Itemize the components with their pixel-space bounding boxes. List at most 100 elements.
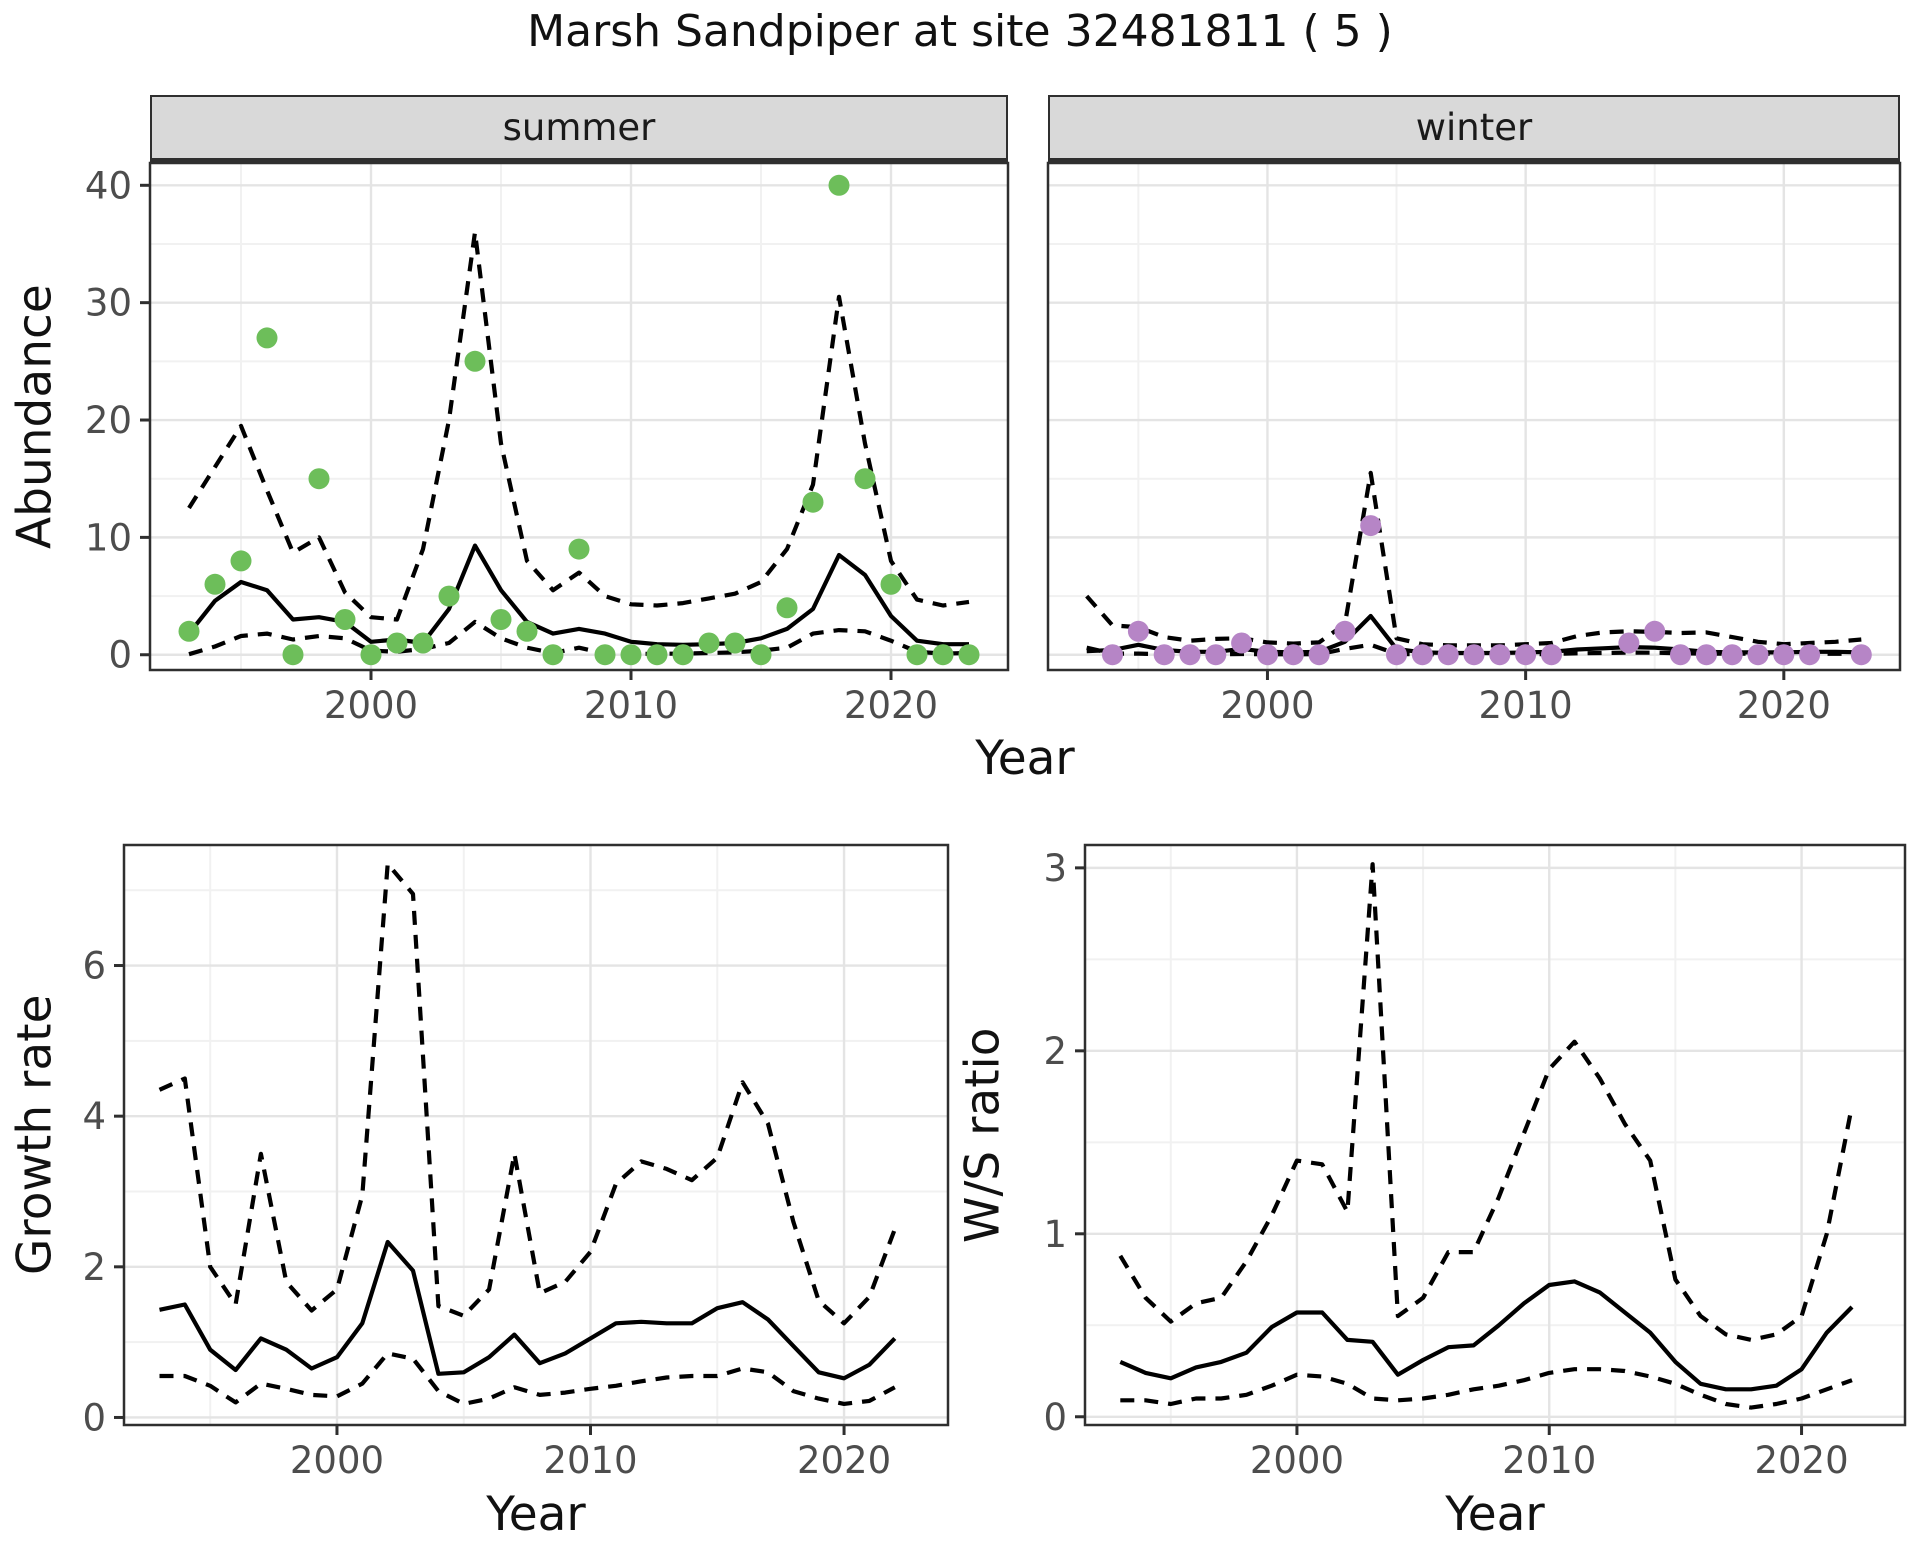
x-tick-label: 2010 xyxy=(1502,1439,1596,1482)
data-points xyxy=(178,174,980,666)
y-tick-label: 40 xyxy=(85,164,132,207)
data-point xyxy=(1618,632,1640,654)
data-point xyxy=(438,585,460,607)
x-axis: 2000 2010 2020 xyxy=(1250,1425,1849,1482)
median-line xyxy=(1119,1279,1854,1392)
gridlines-minor xyxy=(1048,163,1900,670)
y-tick-label: 3 xyxy=(1043,847,1067,890)
y-axis: 0 2 4 6 xyxy=(82,945,124,1439)
x-axis-title-ws-ratio: Year xyxy=(1445,1487,1545,1542)
lower-ci-line xyxy=(188,619,970,657)
panel-ws-ratio: 2000 2010 2020 0 1 2 3 xyxy=(1043,843,1907,1482)
y-tick-label: 10 xyxy=(85,516,132,559)
data-point xyxy=(334,609,356,630)
upper-ci-line xyxy=(1118,862,1855,1343)
data-point xyxy=(620,644,642,666)
data-point xyxy=(724,632,746,654)
gridlines-major xyxy=(124,845,948,1425)
data-point xyxy=(412,632,434,654)
y-tick-label: 4 xyxy=(82,1095,106,1138)
y-tick-label: 0 xyxy=(1043,1396,1067,1439)
data-point xyxy=(308,468,330,490)
panel-background xyxy=(150,163,1008,670)
y-tick-label: 0 xyxy=(82,1396,106,1439)
data-point xyxy=(1411,644,1433,666)
median-line xyxy=(187,543,969,647)
data-point xyxy=(672,644,694,666)
x-tick-label: 2020 xyxy=(1737,684,1831,727)
y-axis-title-growth-rate: Growth rate xyxy=(7,994,63,1276)
data-point xyxy=(958,644,980,666)
facet-strip-summer-label: summer xyxy=(502,106,656,149)
data-point xyxy=(1695,644,1717,666)
median-line xyxy=(159,1239,897,1381)
panel-border xyxy=(148,161,1010,672)
data-points xyxy=(1102,515,1872,666)
data-point xyxy=(1489,644,1511,666)
gridlines-major xyxy=(1048,163,1900,670)
y-axis: 0 10 20 30 40 xyxy=(85,164,150,677)
y-tick-label: 2 xyxy=(1043,1030,1067,1073)
x-tick-label: 2010 xyxy=(584,684,678,727)
data-point xyxy=(386,632,408,654)
data-point xyxy=(1773,644,1795,666)
x-tick-label: 2000 xyxy=(290,1439,384,1482)
data-point xyxy=(802,491,824,513)
x-axis-title-growth-rate: Year xyxy=(486,1487,586,1542)
panel-background xyxy=(1048,163,1900,670)
data-point xyxy=(854,468,876,490)
y-tick-label: 30 xyxy=(85,282,132,325)
data-point xyxy=(204,573,226,595)
data-point xyxy=(178,620,200,642)
x-axis: 2000 2010 2020 xyxy=(290,1425,891,1482)
data-point xyxy=(568,538,590,560)
panel-growth-rate: 2000 2010 2020 0 2 4 6 xyxy=(82,843,950,1482)
data-point xyxy=(646,644,668,666)
x-axis: 2000 2010 2020 xyxy=(1220,670,1831,727)
data-point xyxy=(542,644,564,666)
gridlines-minor xyxy=(124,845,948,1425)
x-tick-label: 2010 xyxy=(543,1439,637,1482)
x-tick-label: 2020 xyxy=(1754,1439,1848,1482)
data-point xyxy=(880,573,902,595)
x-axis: 2000 2010 2020 xyxy=(324,670,938,727)
panel-abundance-winter: 2000 2010 2020 xyxy=(1046,161,1902,727)
data-point xyxy=(594,644,616,666)
data-point xyxy=(776,597,798,619)
x-axis-title-top: Year xyxy=(975,731,1075,786)
data-point xyxy=(1127,620,1149,642)
gridlines-minor xyxy=(1085,845,1905,1425)
facet-strip-winter-label: winter xyxy=(1415,106,1533,149)
data-point xyxy=(1515,644,1537,666)
facet-strip-winter: winter xyxy=(1048,95,1900,163)
panel-border xyxy=(1046,161,1902,672)
panel-border xyxy=(122,843,950,1427)
gridlines-minor xyxy=(150,163,1008,670)
data-point xyxy=(230,550,252,572)
data-point xyxy=(1747,644,1769,666)
data-point xyxy=(1670,644,1691,666)
x-tick-label: 2020 xyxy=(844,684,938,727)
data-point xyxy=(490,609,512,630)
data-point xyxy=(282,644,304,666)
x-tick-label: 2000 xyxy=(324,684,418,727)
data-point xyxy=(464,350,486,372)
y-tick-label: 0 xyxy=(108,634,132,677)
upper-ci-line xyxy=(187,230,970,622)
x-tick-label: 2020 xyxy=(797,1439,891,1482)
data-point xyxy=(1541,644,1562,666)
facet-strip-summer: summer xyxy=(150,95,1008,163)
panel-border xyxy=(1083,843,1907,1427)
data-point xyxy=(906,644,928,666)
data-point xyxy=(1282,644,1304,666)
y-tick-label: 1 xyxy=(1043,1213,1067,1256)
data-point xyxy=(1721,644,1743,666)
data-point xyxy=(1437,644,1459,666)
data-point xyxy=(1386,644,1407,666)
data-point xyxy=(750,644,772,666)
data-point xyxy=(1334,620,1356,642)
data-point xyxy=(1231,632,1253,654)
data-point xyxy=(1308,644,1330,666)
panel-background xyxy=(124,845,948,1425)
